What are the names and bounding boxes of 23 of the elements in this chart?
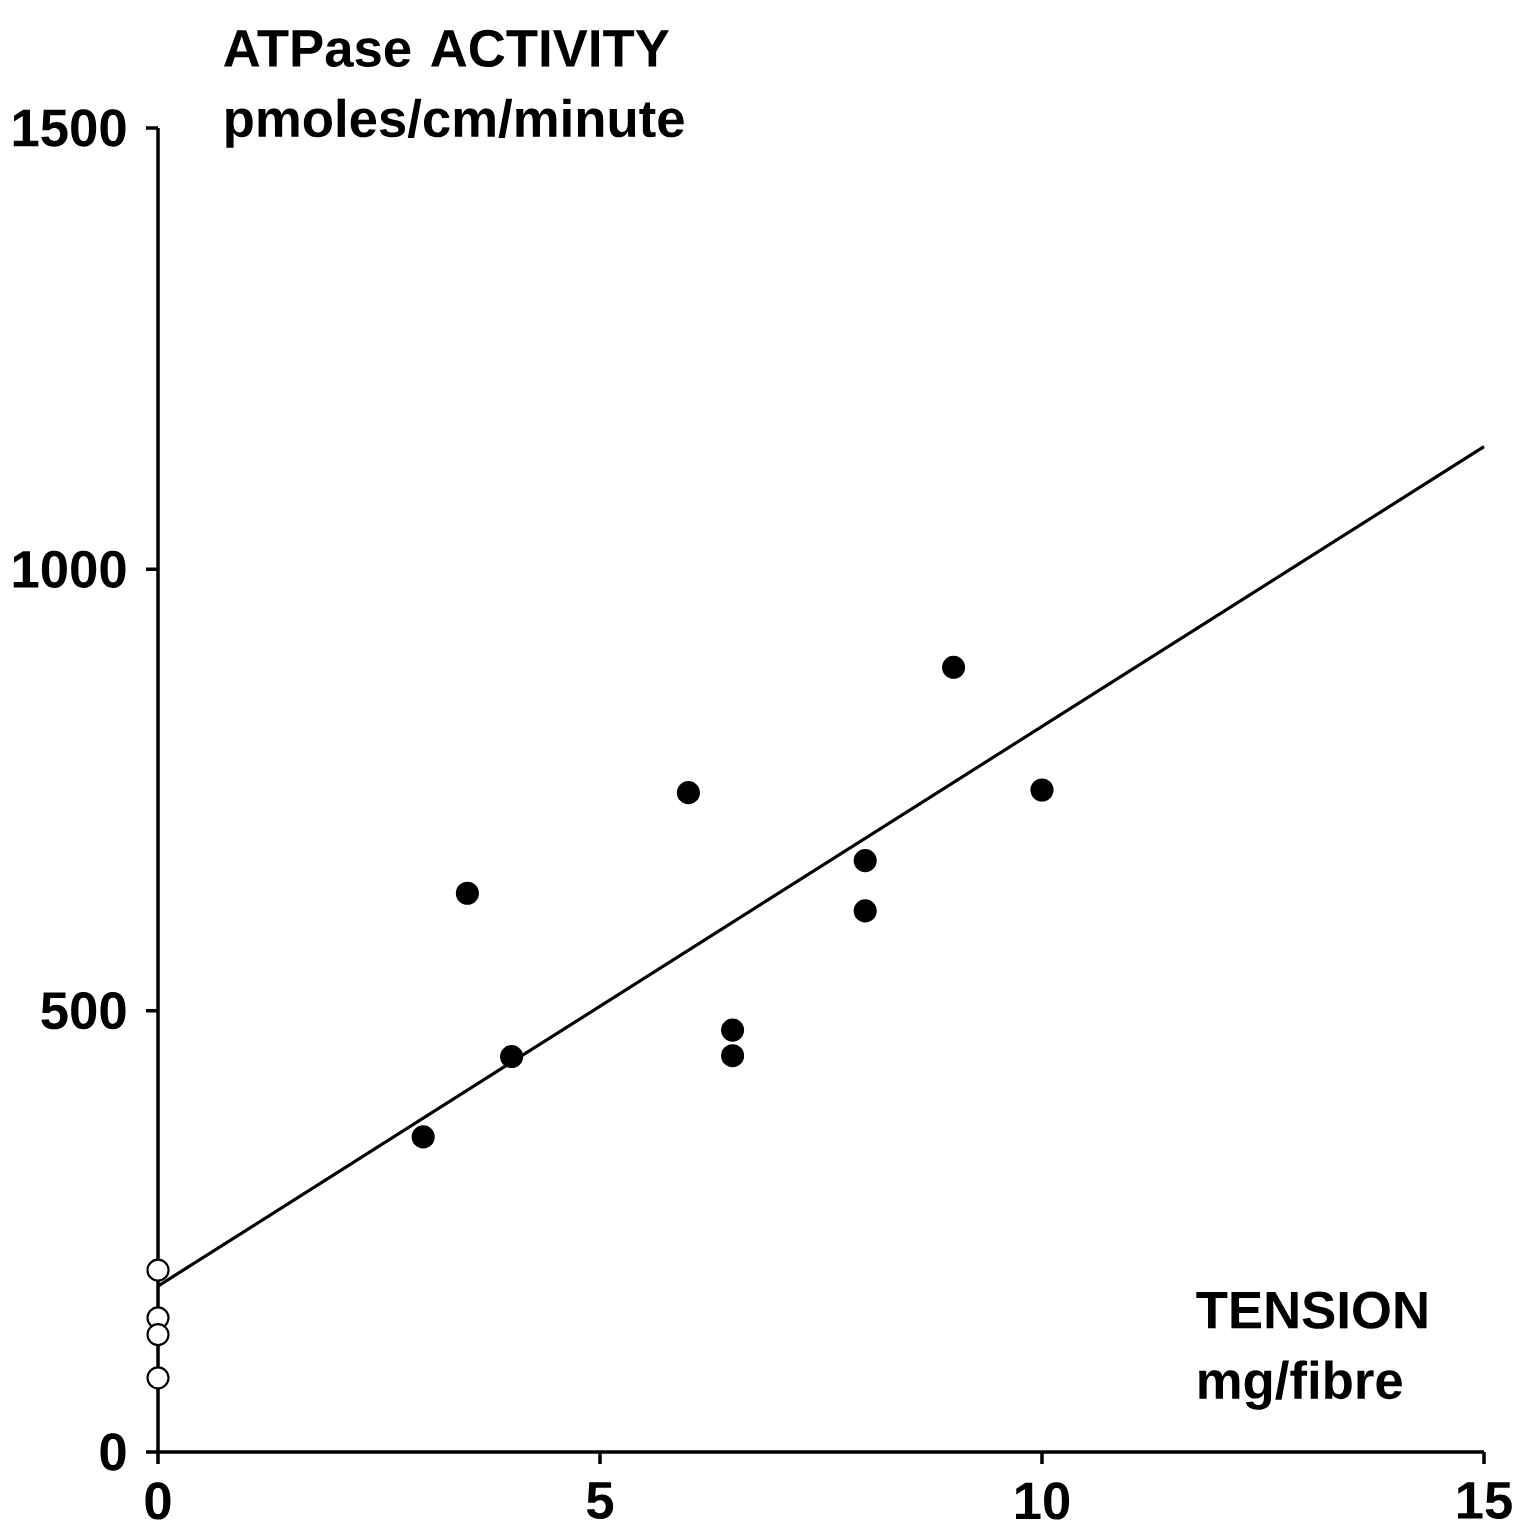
y-tick-label: 1000 <box>13 550 126 588</box>
y-tick-label: 0 <box>100 1433 126 1471</box>
x-tick-label: 0 <box>145 1482 171 1520</box>
x-tick-label: 10 <box>1015 1482 1070 1520</box>
point <box>721 1044 745 1068</box>
point <box>853 899 877 923</box>
x-axis-title: TENSION mg/fibre <box>1196 1291 1427 1410</box>
point <box>146 1258 170 1282</box>
point <box>455 881 479 905</box>
point <box>146 1366 170 1390</box>
x-tick-label: 15 <box>1457 1482 1512 1520</box>
point <box>146 1323 170 1347</box>
point <box>942 655 966 679</box>
y-tick-label: 500 <box>41 991 126 1030</box>
y-axis-title: ATPase ACTIVITY pmoles/cm/minute <box>224 29 684 148</box>
point <box>721 1018 745 1042</box>
point <box>411 1125 435 1149</box>
point <box>676 781 700 805</box>
point <box>853 849 877 873</box>
point <box>1030 778 1054 802</box>
x-tick-label: 5 <box>586 1482 614 1520</box>
point <box>500 1045 524 1069</box>
y-tick-label: 1500 <box>13 109 126 147</box>
